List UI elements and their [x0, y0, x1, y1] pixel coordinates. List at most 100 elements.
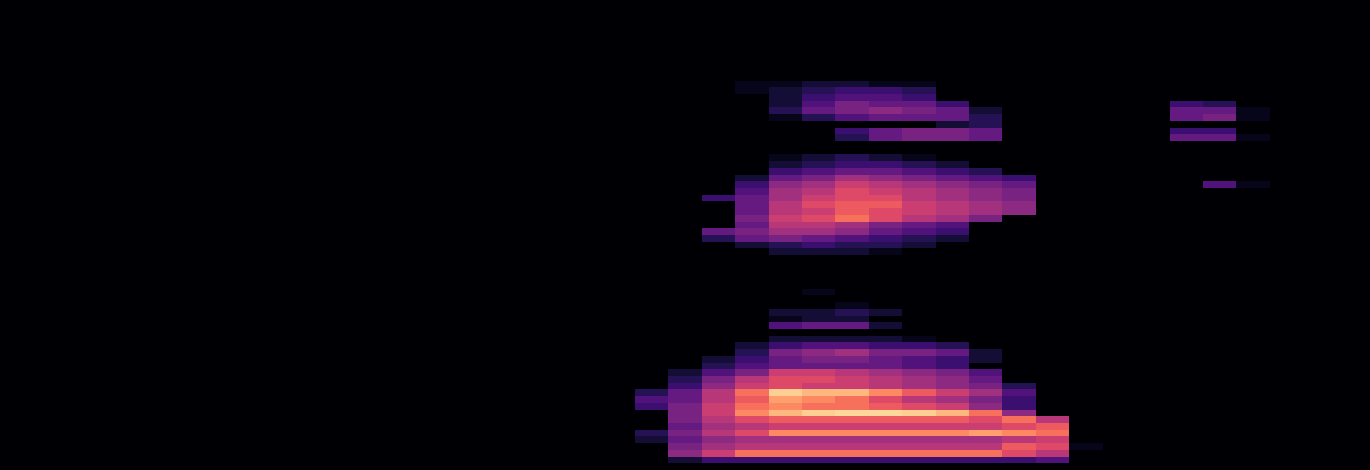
heatmap-cell — [1203, 188, 1236, 195]
heatmap-cell — [735, 443, 768, 450]
heatmap-cell — [735, 262, 768, 269]
heatmap-cell — [802, 423, 835, 430]
heatmap-cell — [802, 148, 835, 155]
heatmap-cell — [668, 148, 701, 155]
heatmap-cell — [835, 309, 868, 316]
heatmap-cell — [1002, 107, 1035, 114]
heatmap-cell — [735, 463, 768, 470]
heatmap-cell — [1203, 457, 1236, 464]
heatmap-cell — [702, 101, 735, 108]
heatmap-cell — [1002, 121, 1035, 128]
heatmap-cell — [902, 369, 935, 376]
heatmap-cell — [802, 443, 835, 450]
heatmap-cell — [936, 168, 969, 175]
heatmap-cell — [1170, 309, 1203, 316]
heatmap-cell — [1236, 410, 1269, 417]
heatmap-cell — [1069, 248, 1102, 255]
heatmap-cell — [1136, 275, 1169, 282]
heatmap-cell — [1170, 181, 1203, 188]
heatmap-cell — [1236, 302, 1269, 309]
heatmap-cell — [1203, 269, 1236, 276]
heatmap-cell — [936, 403, 969, 410]
heatmap-cell — [1203, 94, 1236, 101]
heatmap-cell — [1236, 457, 1269, 464]
heatmap-cell — [969, 101, 1002, 108]
heatmap-cell — [936, 255, 969, 262]
heatmap-cell — [1036, 269, 1069, 276]
heatmap-cell — [835, 430, 868, 437]
heatmap-cell — [1036, 450, 1069, 457]
plot-frame — [1, 1, 1370, 470]
heatmap-cell — [802, 128, 835, 135]
heatmap-cell — [1002, 289, 1035, 296]
heatmap-cell — [969, 403, 1002, 410]
heatmap-cell — [835, 363, 868, 370]
heatmap-cell — [1103, 376, 1136, 383]
heatmap-cell — [1103, 322, 1136, 329]
heatmap-cell — [769, 316, 802, 323]
heatmap-cell — [902, 389, 935, 396]
heatmap-cell — [1069, 430, 1102, 437]
heatmap-cell — [1002, 201, 1035, 208]
heatmap-cell — [1203, 148, 1236, 155]
heatmap-cell — [1036, 389, 1069, 396]
heatmap-cell — [1203, 87, 1236, 94]
heatmap-cell — [1236, 396, 1269, 403]
heatmap-cell — [769, 195, 802, 202]
heatmap-cell — [702, 181, 735, 188]
heatmap-cell — [1236, 289, 1269, 296]
heatmap-cell — [869, 342, 902, 349]
heatmap-cell — [1236, 208, 1269, 215]
heatmap-cell — [835, 101, 868, 108]
heatmap-cell — [735, 376, 768, 383]
heatmap-cell — [668, 349, 701, 356]
heatmap-cell — [969, 309, 1002, 316]
heatmap-cell — [1103, 416, 1136, 423]
heatmap-cell — [835, 81, 868, 88]
heatmap-cell — [668, 302, 701, 309]
heatmap-cell — [1069, 121, 1102, 128]
heatmap-cell — [635, 148, 668, 155]
heatmap-cell — [769, 450, 802, 457]
heatmap-cell — [1069, 81, 1102, 88]
heatmap-cell — [668, 363, 701, 370]
heatmap-cell — [1103, 396, 1136, 403]
heatmap-cell — [1002, 376, 1035, 383]
heatmap-cell — [902, 396, 935, 403]
heatmap-cell — [902, 336, 935, 343]
heatmap-cell — [668, 336, 701, 343]
heatmap-cell — [802, 141, 835, 148]
heatmap-cell — [1236, 336, 1269, 343]
heatmap-cell — [769, 430, 802, 437]
heatmap-cell — [969, 416, 1002, 423]
heatmap-cell — [635, 342, 668, 349]
heatmap-cell — [668, 175, 701, 182]
heatmap-cell — [1069, 188, 1102, 195]
heatmap-cell — [769, 309, 802, 316]
heatmap-cell — [1036, 282, 1069, 289]
heatmap-cell — [1170, 188, 1203, 195]
heatmap-cell — [1203, 336, 1236, 343]
heatmap-cell — [802, 201, 835, 208]
heatmap-cell — [969, 389, 1002, 396]
heatmap-cell — [1036, 181, 1069, 188]
heatmap-cell — [668, 222, 701, 229]
heatmap-cell — [936, 389, 969, 396]
heatmap-cell — [869, 195, 902, 202]
heatmap-cell — [802, 275, 835, 282]
heatmap-cell — [835, 201, 868, 208]
heatmap-cell — [902, 154, 935, 161]
heatmap-cell — [1203, 114, 1236, 121]
heatmap-cell — [835, 443, 868, 450]
heatmap-cell — [902, 349, 935, 356]
heatmap-cell — [969, 450, 1002, 457]
heatmap-cell — [1236, 154, 1269, 161]
heatmap-cell — [869, 94, 902, 101]
heatmap-cell — [1236, 295, 1269, 302]
heatmap-cell — [802, 416, 835, 423]
heatmap-cell — [668, 154, 701, 161]
heatmap-cell — [702, 188, 735, 195]
heatmap-cell — [1170, 376, 1203, 383]
heatmap-cell — [969, 81, 1002, 88]
heatmap-cell — [668, 430, 701, 437]
